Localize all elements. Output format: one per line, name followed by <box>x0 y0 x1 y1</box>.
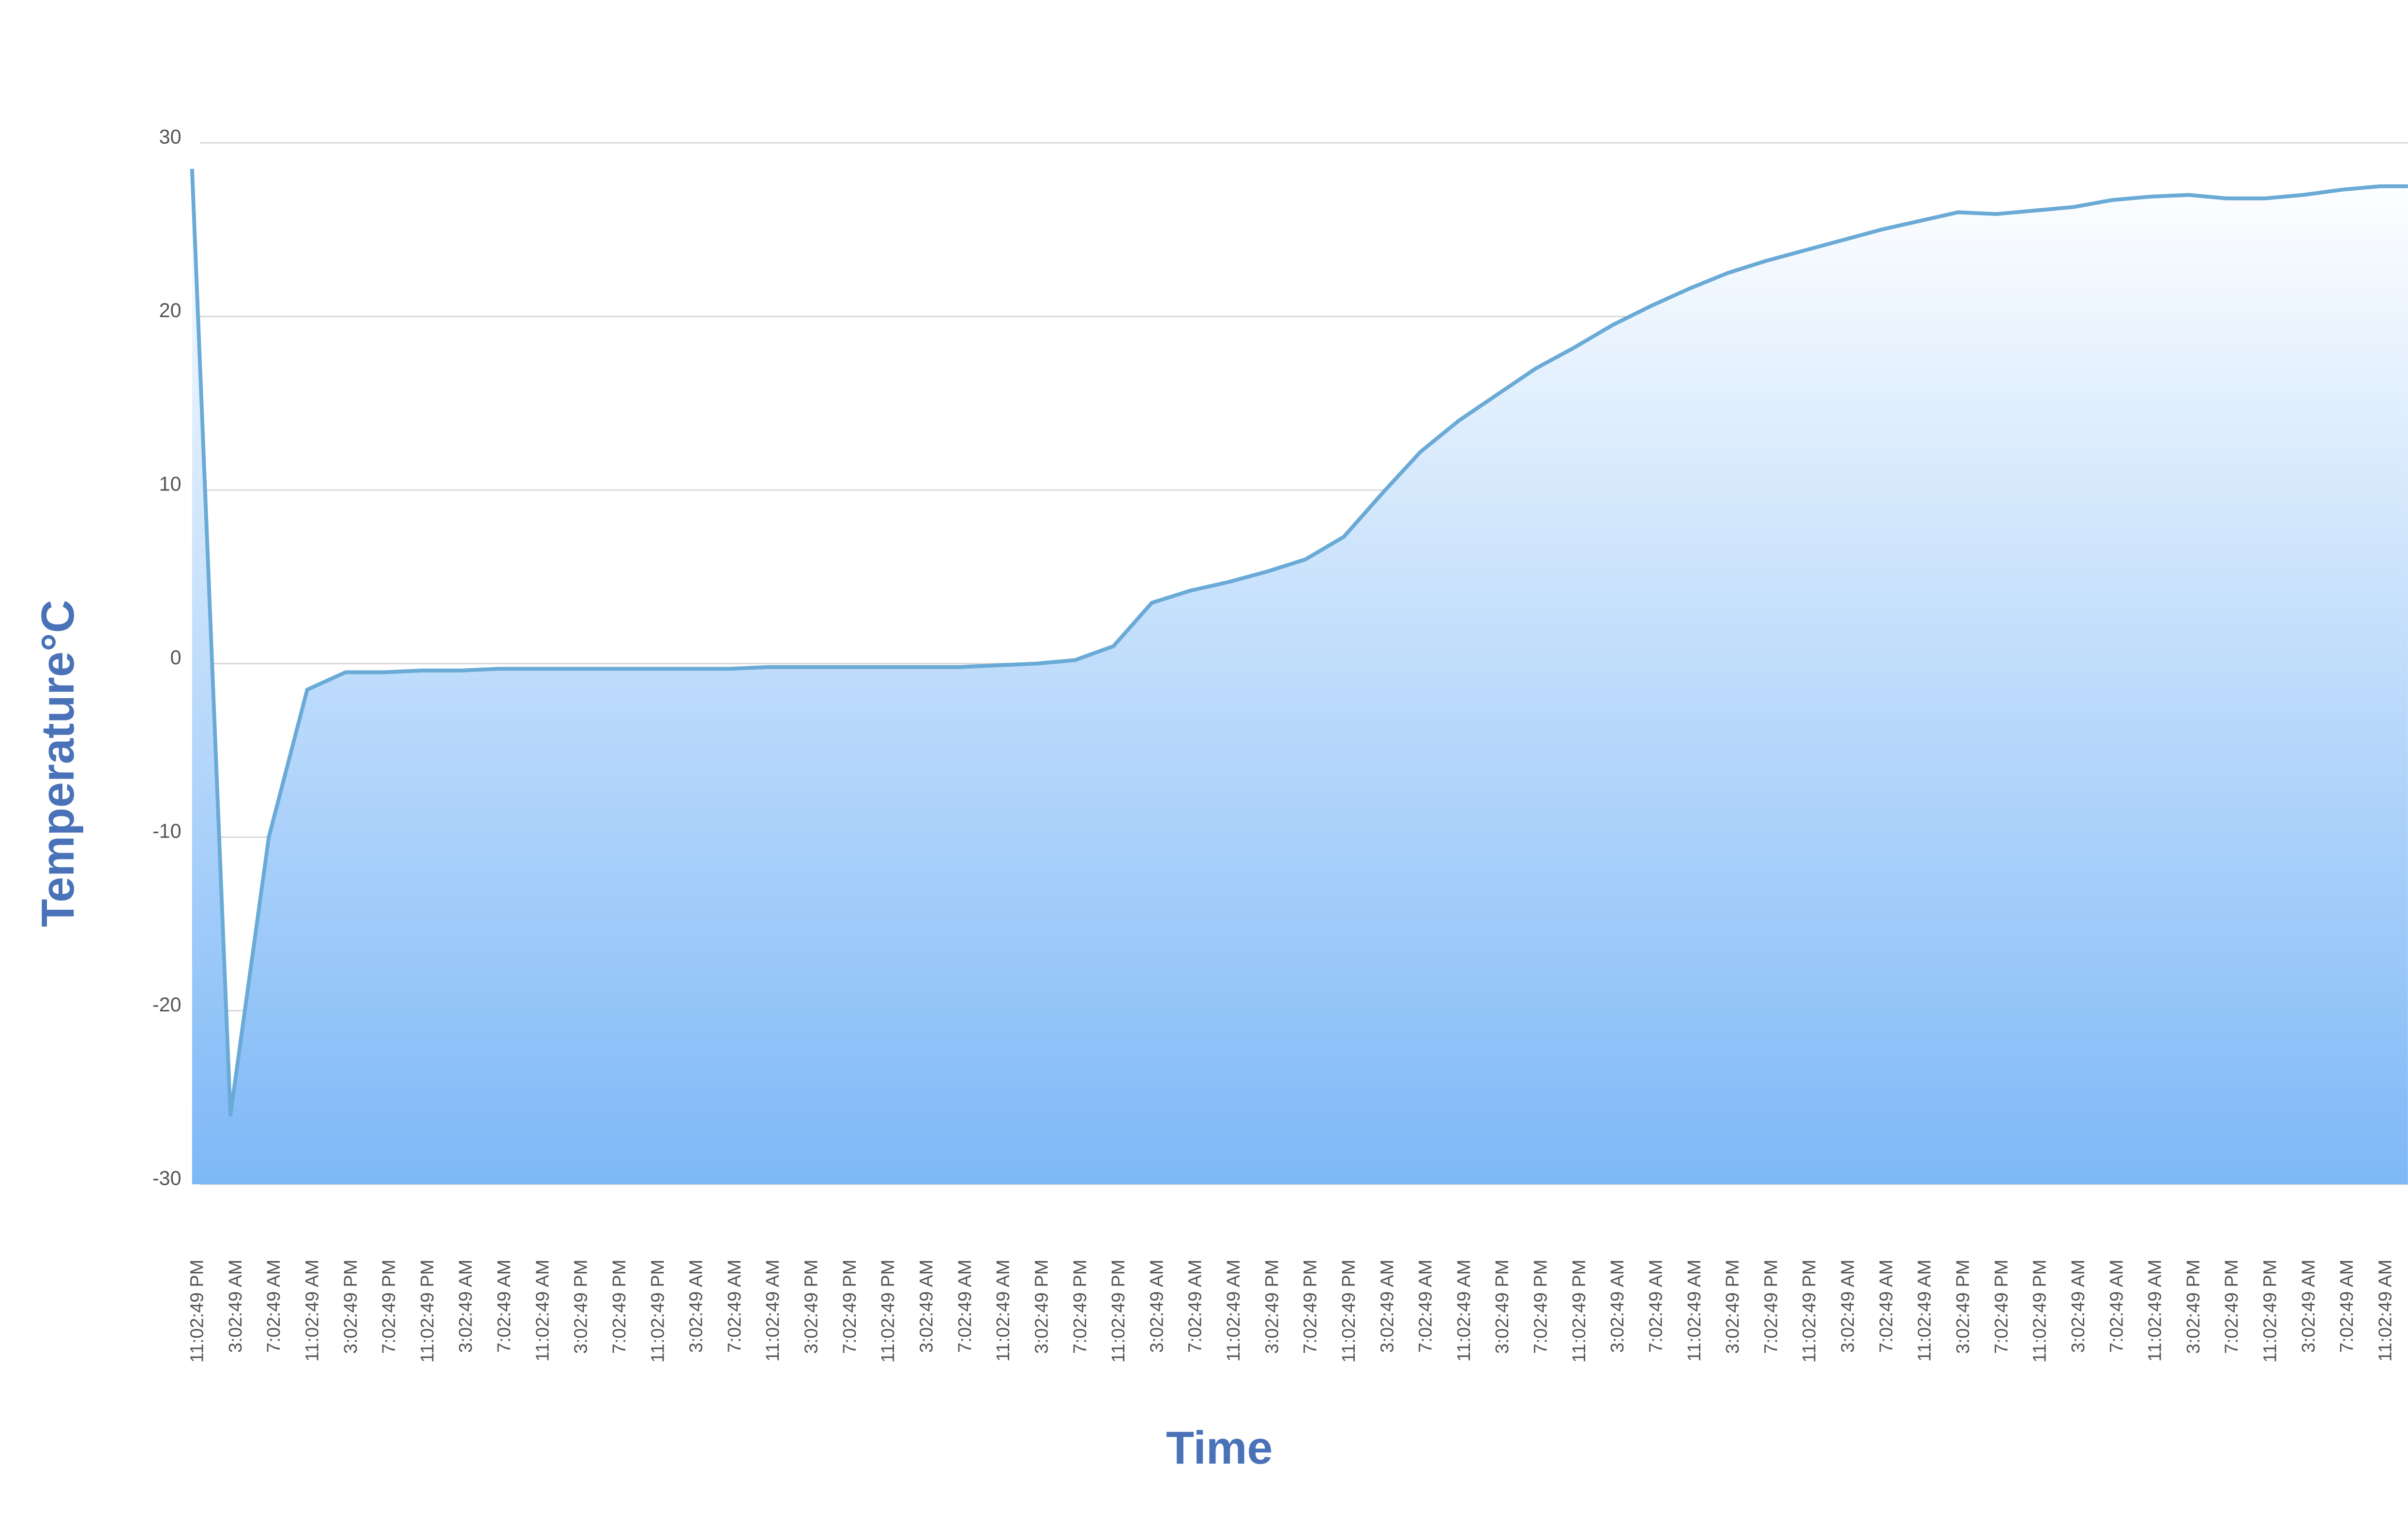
y-tick-label: -30 <box>152 1167 182 1189</box>
x-tick-label: 3:02:49 PM <box>1492 1260 1513 1354</box>
x-tick-label: 7:02:49 PM <box>1070 1260 1090 1354</box>
x-tick-label: 11:02:49 AM <box>532 1260 553 1362</box>
x-tick-label: 3:02:49 PM <box>1953 1260 1973 1354</box>
x-tick-label: 7:02:49 AM <box>1185 1260 1206 1353</box>
x-tick-label: 11:02:49 AM <box>2375 1260 2395 1362</box>
x-tick-label: 3:02:49 PM <box>571 1260 591 1354</box>
x-tick-label: 3:02:49 AM <box>226 1260 246 1353</box>
x-tick-label: 7:02:49 PM <box>840 1260 860 1354</box>
x-tick-label: 3:02:49 AM <box>1147 1260 1167 1353</box>
x-tick-label: 3:02:49 AM <box>916 1260 937 1353</box>
x-tick-label: 7:02:49 PM <box>379 1260 399 1354</box>
x-tick-label: 11:02:49 PM <box>187 1260 208 1363</box>
x-tick-label: 11:02:49 AM <box>302 1260 322 1362</box>
y-tick-label: 0 <box>170 646 182 669</box>
line <box>190 168 2408 1117</box>
y-axis-title: Temperature°C <box>32 600 84 927</box>
x-tick-label: 11:02:49 PM <box>648 1260 668 1363</box>
x-tick-label: 7:02:49 AM <box>1876 1260 1896 1353</box>
x-tick-label: 3:02:49 PM <box>341 1260 361 1354</box>
x-tick-label: 7:02:49 AM <box>494 1260 515 1353</box>
x-tick-label: 11:02:49 PM <box>1339 1260 1359 1363</box>
y-tick-label: 10 <box>159 473 182 495</box>
x-tick-label: 7:02:49 AM <box>2337 1260 2357 1353</box>
x-tick-label: 11:02:49 PM <box>2030 1260 2050 1363</box>
y-tick-label: -20 <box>152 993 182 1016</box>
x-axis-title: Time <box>1166 1422 1272 1474</box>
x-tick-label: 3:02:49 AM <box>1377 1260 1397 1353</box>
x-tick-label: 7:02:49 PM <box>609 1260 630 1354</box>
x-tick-label: 3:02:49 PM <box>2183 1260 2204 1354</box>
x-tick-label: 11:02:49 AM <box>1684 1260 1705 1362</box>
x-tick-label: 3:02:49 PM <box>1723 1260 1743 1354</box>
x-tick-label: 7:02:49 AM <box>2106 1260 2127 1353</box>
area-fill <box>192 168 2408 1185</box>
x-tick-label: 7:02:49 PM <box>1531 1260 1551 1354</box>
y-tick-label: 20 <box>159 299 182 321</box>
y-tick-label: -10 <box>152 820 182 842</box>
x-tick-label: 3:02:49 AM <box>1607 1260 1628 1353</box>
x-tick-label: 3:02:49 AM <box>2068 1260 2089 1353</box>
x-tick-label: 7:02:49 AM <box>955 1260 975 1353</box>
x-tick-label: 3:02:49 AM <box>2299 1260 2319 1353</box>
x-tick-label: 3:02:49 AM <box>1838 1260 1858 1353</box>
x-tick-label: 11:02:49 AM <box>993 1260 1014 1362</box>
plot <box>190 168 2408 1185</box>
x-tick-label: 7:02:49 PM <box>2222 1260 2242 1354</box>
x-tick-label: 11:02:49 AM <box>763 1260 783 1362</box>
x-tick-label: 11:02:49 PM <box>1108 1260 1129 1363</box>
x-tick-label: 11:02:49 AM <box>2145 1260 2166 1362</box>
x-tick-label: 7:02:49 PM <box>1301 1260 1321 1354</box>
x-tick-label: 11:02:49 AM <box>1454 1260 1474 1362</box>
x-tick-label: 7:02:49 AM <box>1646 1260 1666 1353</box>
x-tick-label: 7:02:49 AM <box>264 1260 284 1353</box>
x-tick-label: 7:02:49 AM <box>725 1260 745 1353</box>
x-tick-label: 3:02:49 PM <box>802 1260 822 1354</box>
x-tick-label: 3:02:49 PM <box>1262 1260 1282 1354</box>
x-tick-label: 7:02:49 PM <box>1991 1260 2012 1354</box>
x-tick-label: 3:02:49 AM <box>456 1260 476 1353</box>
y-tick-label: 30 <box>159 125 182 148</box>
x-tick-label: 7:02:49 PM <box>1761 1260 1781 1354</box>
labels: -30 -20 -10 0 10 20 30 11:02:49 PM 3:02:49 AM 7:0… <box>152 125 2396 1362</box>
x-tick-label: 11:02:49 AM <box>1224 1260 1244 1362</box>
x-tick-label: 11:02:49 PM <box>2260 1260 2281 1363</box>
x-tick-label: 7:02:49 AM <box>1416 1260 1436 1353</box>
x-tick-label: 11:02:49 PM <box>417 1260 438 1363</box>
x-tick-label: 3:02:49 PM <box>1031 1260 1052 1354</box>
x-tick-label: 11:02:49 AM <box>1915 1260 1935 1362</box>
x-tick-label: 3:02:49 AM <box>686 1260 707 1353</box>
x-tick-label: 11:02:49 PM <box>878 1260 898 1363</box>
x-tick-label: 11:02:49 PM <box>1800 1260 1820 1363</box>
x-tick-label: 11:02:49 PM <box>1569 1260 1590 1363</box>
